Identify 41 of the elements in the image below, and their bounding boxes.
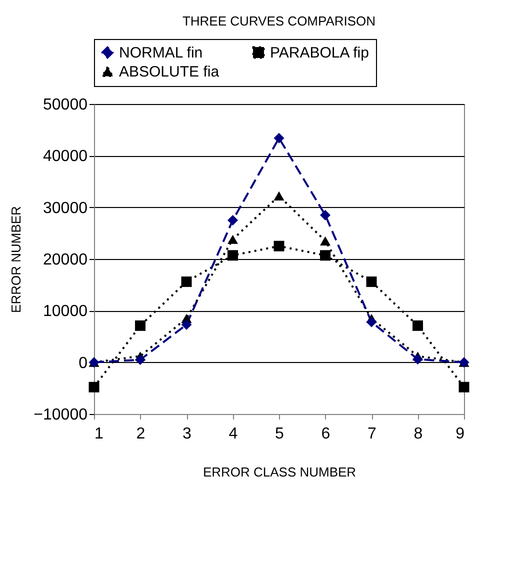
legend-label: PARABOLA fip <box>270 44 369 62</box>
point <box>88 382 100 392</box>
x-tick-label: 2 <box>136 426 146 442</box>
y-tick-label: 10000 <box>43 303 88 320</box>
y-tick-label: 30000 <box>43 200 88 217</box>
y-tick-label: −10000 <box>34 406 88 424</box>
x-tick-label: 5 <box>275 426 284 442</box>
point <box>366 276 377 287</box>
point <box>320 210 330 220</box>
point <box>320 250 330 261</box>
x-tick-label: 4 <box>228 426 238 442</box>
point <box>228 215 238 226</box>
x-tick-label: 9 <box>456 426 465 442</box>
legend-label: NORMAL fin <box>119 44 203 62</box>
x-tick-label: 3 <box>182 426 192 442</box>
y-tick-label: 20000 <box>43 252 88 268</box>
point <box>458 382 470 392</box>
y-tick-label: 40000 <box>43 148 88 166</box>
x-tick-label: 1 <box>94 426 104 442</box>
point <box>412 354 423 364</box>
point <box>228 250 238 261</box>
point <box>181 319 192 330</box>
point <box>135 320 146 331</box>
x-tick-label: 6 <box>321 426 330 442</box>
x-tick-label: 7 <box>368 426 377 442</box>
point <box>320 236 330 246</box>
x-axis-title: ERROR CLASS NUMBER <box>202 464 356 480</box>
point <box>274 240 284 252</box>
x-tick-label: 8 <box>414 426 423 442</box>
point <box>412 320 423 331</box>
y-axis-title: ERROR NUMBER <box>8 206 24 313</box>
legend-label: ABSOLUTE fia <box>119 64 220 80</box>
y-tick-label: 0 <box>78 354 88 372</box>
point <box>181 276 192 287</box>
point <box>274 132 284 144</box>
chart-title: THREE CURVES COMPARISON <box>182 14 376 28</box>
point <box>366 316 377 328</box>
point <box>135 354 146 365</box>
point <box>228 234 238 244</box>
point <box>274 191 284 201</box>
y-tick-label: 50000 <box>43 96 88 114</box>
